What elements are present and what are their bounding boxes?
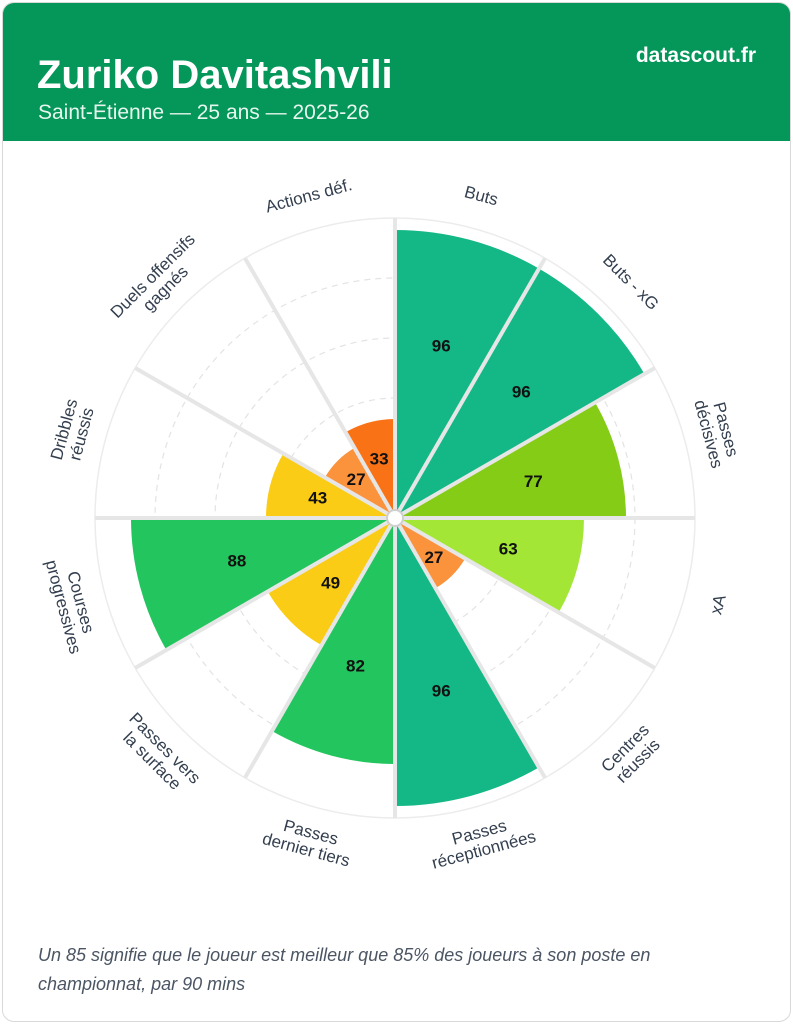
- value-label-centres-reussis: 27: [424, 548, 443, 567]
- spoke-9: [134, 519, 391, 670]
- brand-link[interactable]: datascout.fr: [635, 44, 756, 67]
- value-label-passes-receptionnees: 96: [432, 682, 451, 701]
- header-banner: Zuriko Davitashvili Saint-Étienne — 25 a…: [3, 3, 790, 141]
- value-label-actions-def: 33: [370, 450, 389, 469]
- bar-passes-vers-la-surface: [267, 518, 395, 646]
- axis-label-dribbles-reussis: Dribblesréussis: [47, 397, 99, 467]
- value-label-passes-vers-la-surface: 49: [321, 573, 340, 592]
- bar-passes-decisives: [395, 402, 626, 518]
- bar-dribbles-reussis: [266, 453, 395, 518]
- axis-label-courses-progressives: Coursesprogressives: [42, 553, 103, 656]
- chart-center-dot: [386, 509, 404, 527]
- bar-centres-reussis: [395, 518, 466, 589]
- value-label-buts: 96: [432, 337, 451, 356]
- value-label-xa: 63: [499, 539, 518, 558]
- value-label-buts-xg: 96: [512, 383, 531, 402]
- axis-label-xa: xA: [706, 592, 730, 617]
- value-label-passes-dernier-tiers: 82: [346, 656, 365, 675]
- axis-label-passes-receptionnees: Passesréceptionnées: [425, 809, 538, 872]
- value-label-dribbles-reussis: 43: [308, 488, 327, 507]
- bar-passes-receptionnees: [395, 518, 539, 806]
- chart-bars: [131, 230, 645, 806]
- bar-xa: [395, 518, 584, 613]
- bar-buts-xg: [395, 268, 645, 518]
- spoke-2: [396, 257, 547, 514]
- axis-label-passes-decisives: Passesdécisives: [690, 393, 744, 470]
- bar-passes-dernier-tiers: [272, 518, 395, 764]
- spoke-11: [134, 366, 391, 517]
- player-subtitle: Saint-Étienne — 25 ans — 2025-26: [38, 101, 370, 124]
- bar-duels-offensifs-gagnes: [324, 447, 395, 518]
- value-label-courses-progressives: 88: [227, 551, 246, 570]
- axis-label-actions-def: Actions déf.: [263, 175, 354, 216]
- player-name: Zuriko Davitashvili: [37, 53, 393, 97]
- bar-courses-progressives: [131, 518, 395, 650]
- axis-label-duels-offensifs-gagnes: Duels offensifsgagnés: [107, 230, 212, 335]
- chart-spokes: [95, 218, 695, 818]
- axis-label-buts-xg: Buts - xG: [599, 250, 663, 314]
- spoke-6: [396, 522, 547, 779]
- footnote: Un 85 signifie que le joueur est meilleu…: [38, 945, 651, 994]
- spoke-8: [243, 522, 394, 779]
- axis-label-passes-dernier-tiers: Passesdernier tiers: [260, 812, 356, 871]
- spoke-3: [399, 366, 656, 517]
- axis-label-centres-reussis: Centresréussis: [597, 720, 665, 788]
- bar-buts: [395, 230, 539, 518]
- spoke-5: [399, 519, 656, 670]
- value-label-passes-decisives: 77: [524, 472, 543, 491]
- axis-label-passes-vers-la-surface: Passes versla surface: [113, 709, 205, 801]
- value-label-duels-offensifs-gagnes: 27: [347, 470, 366, 489]
- spoke-12: [243, 257, 394, 514]
- axis-label-buts: Buts: [462, 182, 500, 209]
